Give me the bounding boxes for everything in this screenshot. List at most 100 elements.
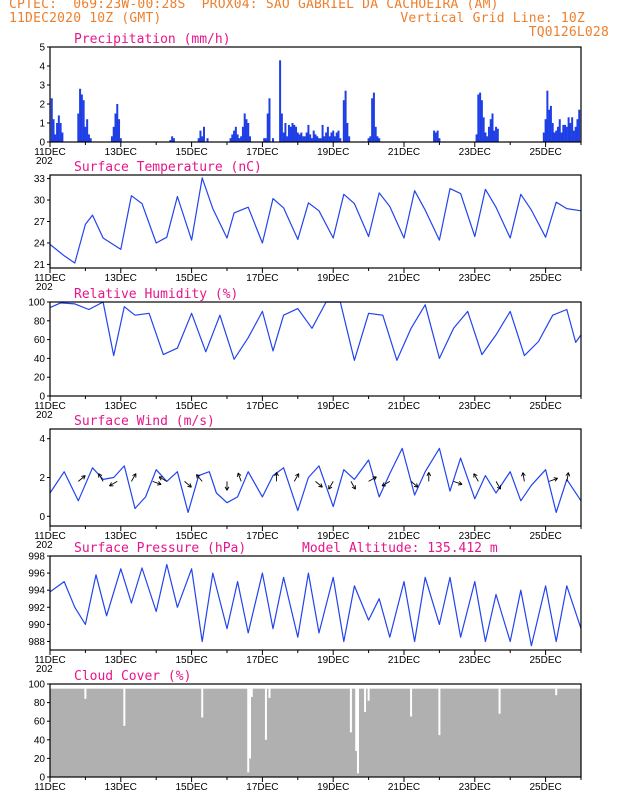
wind-arrow: [548, 477, 558, 482]
wind-arrow: [368, 476, 377, 482]
wind-arrow-head: [157, 484, 162, 486]
precip-bar: [374, 126, 377, 142]
surface-temperature-panel: [47, 174, 582, 273]
precip-bar: [79, 88, 82, 142]
x-tick-label: 11DEC: [34, 147, 66, 158]
x-year-fragment: 202: [36, 410, 53, 421]
y-tick-label: 20: [34, 373, 46, 384]
precip-bar: [544, 119, 547, 142]
y-tick-label: 994: [28, 586, 45, 597]
surface-wind-frame: [49, 428, 582, 527]
y-tick-label: 30: [34, 196, 46, 207]
x-tick-label: 11DEC: [34, 782, 66, 793]
precip-bar: [546, 90, 549, 142]
cloud-cover-dip: [201, 688, 204, 718]
precip-bar: [484, 132, 487, 142]
surface-wind-panel: [47, 428, 582, 531]
x-tick-label: 15DEC: [175, 147, 207, 158]
precip-bar: [348, 136, 351, 142]
precip-bar: [475, 134, 478, 142]
precip-bar: [238, 138, 241, 142]
model-altitude-note: Model Altitude: 135.412 m: [302, 541, 498, 556]
precip-bar: [110, 136, 113, 142]
precip-bar: [266, 113, 269, 142]
precip-bar: [556, 126, 559, 142]
x-tick-label: 15DEC: [175, 655, 207, 666]
precip-bar: [491, 113, 494, 142]
y-tick-label: 24: [34, 238, 46, 249]
wind-arrow: [293, 473, 300, 482]
precip-bar: [171, 136, 174, 142]
precip-bar: [296, 132, 299, 142]
precip-bar: [50, 98, 53, 142]
x-tick-label: 23DEC: [459, 147, 491, 158]
x-tick-label: 13DEC: [105, 782, 137, 793]
precip-bar: [295, 126, 298, 142]
surface-pressure-title: Surface Pressure (hPa): [74, 541, 246, 556]
y-tick-label: 27: [34, 217, 46, 228]
wind-arrow-head: [237, 472, 239, 477]
x-tick-label: 25DEC: [529, 401, 561, 412]
precip-bar: [298, 134, 301, 142]
precip-bar: [249, 136, 252, 142]
precip-bar: [231, 134, 234, 142]
x-tick-label: 15DEC: [175, 531, 207, 542]
precip-bar: [542, 132, 545, 142]
surface-temperature-frame: [49, 174, 582, 269]
wind-arrow-head: [158, 481, 162, 485]
y-tick-label: 998: [28, 552, 45, 563]
precip-bar: [339, 138, 342, 142]
y-tick-label: 60: [34, 717, 46, 728]
cloud-cover-dip: [438, 688, 441, 736]
x-tick-label: 17DEC: [246, 401, 278, 412]
x-tick-label: 11DEC: [34, 401, 66, 412]
precip-bar: [279, 60, 282, 142]
surface-pressure-panel: [47, 555, 582, 655]
precip-bar: [438, 138, 441, 142]
y-tick-label: 990: [28, 620, 45, 631]
precip-bar: [571, 117, 574, 142]
precip-bar: [326, 126, 329, 142]
wind-arrow-head: [426, 472, 430, 477]
y-tick-label: 100: [28, 298, 45, 309]
x-tick-label: 25DEC: [529, 782, 561, 793]
precip-bar: [263, 138, 266, 142]
surface-temperature-title: Surface Temperature (nC): [74, 160, 262, 175]
x-tick-label: 19DEC: [317, 782, 349, 793]
precip-bar: [84, 126, 87, 142]
cloud-cover-dip: [555, 688, 558, 696]
precip-bar: [548, 109, 551, 142]
precip-bar: [61, 132, 64, 142]
precip-bar: [114, 113, 117, 142]
wind-arrow-head: [473, 473, 478, 477]
wind-arrow-head: [554, 478, 558, 482]
precip-bar: [247, 123, 250, 142]
y-tick-label: 20: [34, 754, 46, 765]
wind-arrow-head: [521, 472, 524, 477]
y-tick-label: 0: [39, 512, 45, 523]
x-tick-label: 11DEC: [34, 531, 66, 542]
precip-bar: [169, 140, 172, 142]
precip-bar: [318, 138, 321, 142]
precip-bar: [574, 126, 577, 142]
precip-bar: [378, 138, 381, 142]
cloud-cover-dip: [364, 688, 367, 712]
cloud-cover-dip: [356, 688, 359, 774]
x-tick-label: 21DEC: [388, 782, 420, 793]
wind-arrow-head: [187, 485, 192, 488]
precipitation-frame: [49, 46, 582, 143]
wind-arrow: [158, 476, 168, 482]
precip-bar: [332, 130, 335, 142]
precip-bar: [576, 119, 579, 142]
header-line1: CPTEC: 069:23W-00:28S PROX04: SAO GABRIE…: [9, 0, 499, 12]
wind-arrow: [566, 472, 569, 482]
precip-bar: [569, 123, 572, 142]
precip-bar: [310, 138, 313, 142]
wind-arrow-head: [295, 473, 299, 477]
wind-arrow-head: [381, 482, 385, 487]
wind-arrow: [152, 480, 162, 485]
cloud-cover-dip: [249, 688, 252, 759]
precip-bar: [325, 132, 328, 142]
cloud-cover-dip: [268, 688, 271, 698]
